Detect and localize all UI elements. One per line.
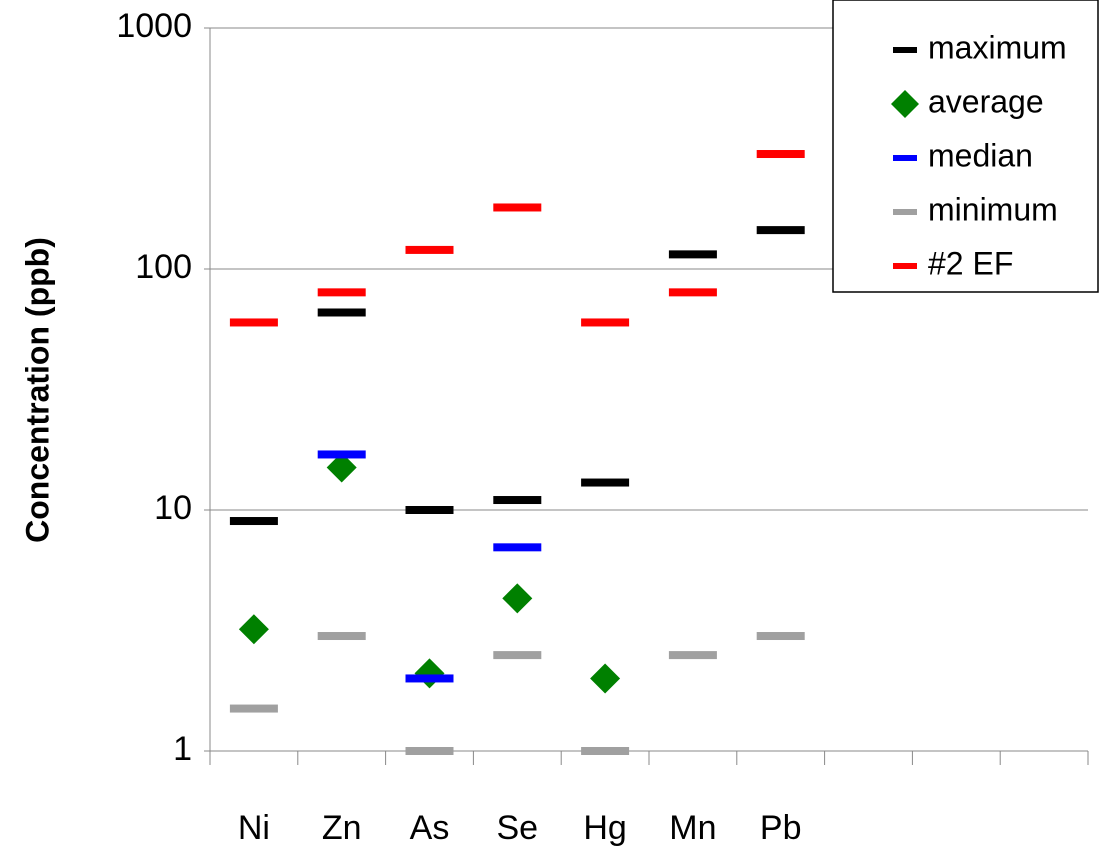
dash-marker bbox=[317, 308, 366, 317]
dash-marker bbox=[229, 704, 278, 713]
dash-marker bbox=[581, 747, 630, 755]
dash-marker bbox=[668, 250, 717, 259]
x-tick-label: Pb bbox=[760, 809, 802, 847]
dash-marker bbox=[405, 747, 454, 755]
diamond-marker bbox=[414, 658, 445, 689]
y-axis-label: Concentration (ppb) bbox=[19, 237, 55, 543]
y-tick-label: 10 bbox=[154, 489, 192, 527]
legend-marker bbox=[893, 47, 917, 53]
y-tick-label: 1000 bbox=[116, 7, 192, 45]
legend-label: median bbox=[928, 137, 1033, 173]
dash-marker bbox=[756, 226, 805, 235]
legend-marker bbox=[891, 90, 919, 118]
dash-marker bbox=[493, 496, 542, 505]
legend-label: #2 EF bbox=[928, 245, 1013, 281]
dash-marker bbox=[493, 543, 542, 552]
diamond-marker bbox=[326, 452, 357, 483]
dash-marker bbox=[493, 651, 542, 660]
dash-marker bbox=[229, 517, 278, 526]
dash-marker bbox=[317, 632, 366, 641]
legend-marker bbox=[893, 155, 917, 161]
x-tick-label: Mn bbox=[669, 809, 716, 847]
legend-label: minimum bbox=[928, 191, 1058, 227]
y-tick-label: 100 bbox=[135, 248, 192, 286]
dash-marker bbox=[405, 506, 454, 514]
legend-label: average bbox=[928, 83, 1044, 119]
dash-marker bbox=[668, 651, 717, 660]
legend-label: maximum bbox=[928, 29, 1067, 65]
dash-marker bbox=[581, 478, 630, 487]
x-tick-label: Hg bbox=[583, 809, 626, 847]
x-tick-label: Zn bbox=[322, 809, 362, 847]
dash-marker bbox=[493, 203, 542, 212]
dash-marker bbox=[756, 150, 805, 159]
dash-marker bbox=[317, 450, 366, 459]
x-tick-label: Se bbox=[497, 809, 539, 847]
y-tick-label: 1 bbox=[173, 730, 192, 768]
dash-marker bbox=[756, 632, 805, 641]
dash-marker bbox=[317, 288, 366, 297]
diamond-marker bbox=[590, 663, 621, 694]
legend-box bbox=[832, 0, 1099, 293]
dash-marker bbox=[229, 318, 278, 327]
dash-marker bbox=[581, 318, 630, 327]
x-tick-label: As bbox=[410, 809, 450, 847]
legend-marker bbox=[893, 209, 917, 215]
diamond-marker bbox=[238, 614, 269, 645]
x-tick-label: Ni bbox=[238, 809, 270, 847]
dash-marker bbox=[668, 288, 717, 297]
legend-marker bbox=[893, 263, 917, 269]
diamond-marker bbox=[502, 583, 533, 614]
dash-marker bbox=[405, 674, 454, 683]
dash-marker bbox=[405, 245, 454, 254]
